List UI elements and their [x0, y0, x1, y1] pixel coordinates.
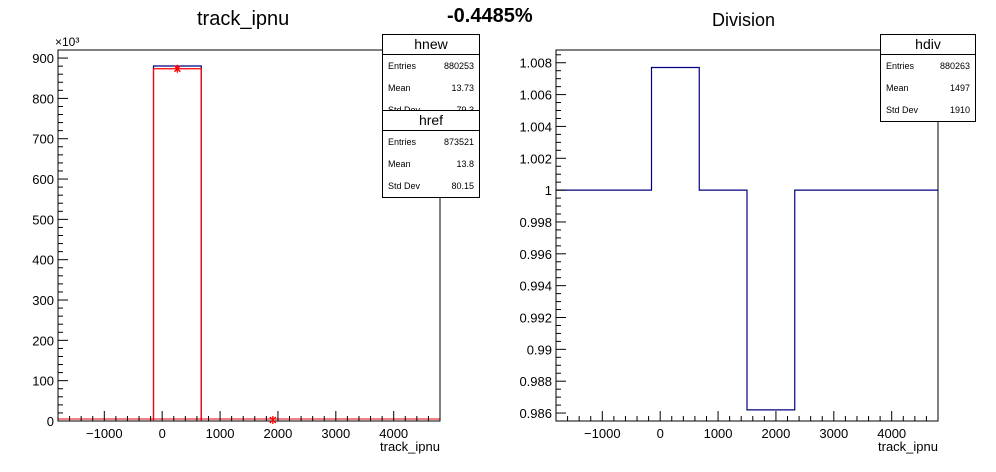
y-tick-label: 0.986 — [519, 406, 552, 421]
y-tick-label: 0.99 — [527, 342, 552, 357]
stats-value: 880253 — [443, 61, 474, 71]
x-tick-label: 0 — [657, 426, 664, 441]
y-tick-label: 600 — [32, 172, 54, 187]
series-hdiv-line — [556, 66, 938, 411]
y-tick-label: 1.006 — [519, 88, 552, 103]
hnew-stats-title: hnew — [383, 35, 479, 55]
y-tick-label: 0.988 — [519, 374, 552, 389]
x-tick-label: 4000 — [379, 426, 408, 441]
stats-label: Std Dev — [886, 105, 919, 115]
right-plot-title: Division — [712, 10, 776, 30]
stats-value: 1497 — [949, 83, 970, 93]
stats-value: 1910 — [949, 105, 970, 115]
y-tick-label: 0.998 — [519, 215, 552, 230]
x-tick-label: 0 — [159, 426, 166, 441]
stats-value: 880263 — [939, 61, 970, 71]
difference-percentage-label: -0.4485% — [447, 5, 533, 27]
plot-frame — [555, 49, 939, 422]
y-tick-label: 200 — [32, 333, 54, 348]
data-point-marker — [269, 416, 277, 424]
stats-value: 13.8 — [456, 159, 474, 169]
y-tick-label: 0.994 — [519, 279, 552, 294]
stats-label: Mean — [886, 83, 909, 93]
left-plot-title: track_ipnu — [197, 8, 290, 30]
x-tick-label: 2000 — [761, 426, 790, 441]
x-tick-label: 1000 — [206, 426, 235, 441]
x-tick-label: 4000 — [877, 426, 906, 441]
y-tick-label: 500 — [32, 212, 54, 227]
series-hnew-line — [152, 65, 202, 421]
x-tick-label: −1000 — [86, 426, 123, 441]
y-tick-label: 1.002 — [519, 151, 552, 166]
data-point-marker — [173, 64, 181, 73]
y-tick-label: 1.004 — [519, 119, 552, 134]
stats-label: Std Dev — [388, 181, 421, 191]
stats-label: Entries — [388, 137, 417, 147]
y-tick-label: 800 — [32, 91, 54, 106]
x-tick-label: 2000 — [263, 426, 292, 441]
y-tick-label: 300 — [32, 293, 54, 308]
x-tick-label: 1000 — [704, 426, 733, 441]
x-tick-label: 3000 — [321, 426, 350, 441]
href-stats-title: href — [383, 111, 479, 131]
y-tick-label: 700 — [32, 132, 54, 147]
y-tick-label: 0 — [47, 414, 54, 429]
y-tick-label: 1.008 — [519, 56, 552, 71]
stats-value: 873521 — [443, 137, 474, 147]
stats-value: 13.73 — [451, 83, 474, 93]
series-href-line — [152, 68, 202, 421]
stats-label: Entries — [886, 61, 915, 71]
x-tick-label: −1000 — [584, 426, 621, 441]
hdiv-stats-title: hdiv — [881, 35, 975, 55]
y-tick-label: 0.996 — [519, 247, 552, 262]
y-axis-multiplier: ×10³ — [55, 35, 79, 49]
y-tick-label: 400 — [32, 253, 54, 268]
y-tick-label: 100 — [32, 374, 54, 389]
y-tick-label: 1 — [545, 183, 552, 198]
x-tick-label: 3000 — [819, 426, 848, 441]
stats-label: Mean — [388, 159, 411, 169]
href-stats-box: href Entries 873521 Mean 13.8 Std Dev 80.15 — [382, 110, 480, 198]
stats-value: 80.15 — [451, 181, 474, 191]
stats-label: Mean — [388, 83, 411, 93]
x-axis-label: track_ipnu — [878, 439, 938, 454]
x-axis-label: track_ipnu — [380, 439, 440, 454]
y-tick-label: 0.992 — [519, 311, 552, 326]
stats-label: Entries — [388, 61, 417, 71]
hdiv-stats-box: hdiv Entries 880263 Mean 1497 Std Dev 1910 — [880, 34, 976, 122]
y-tick-label: 900 — [32, 51, 54, 66]
